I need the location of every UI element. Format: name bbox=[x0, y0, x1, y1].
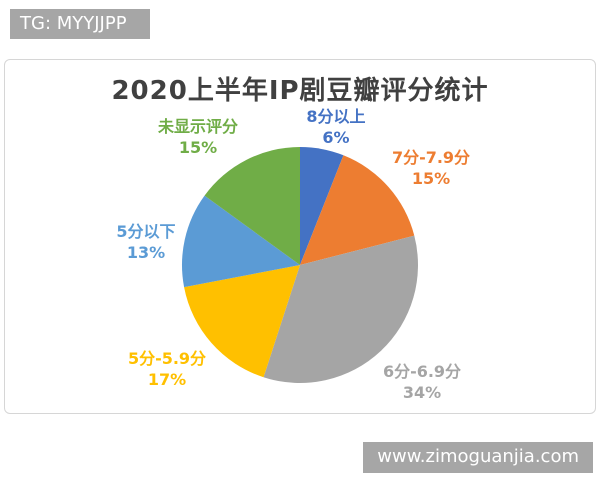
pie-label-above-8: 8分以上 6% bbox=[271, 106, 401, 148]
pie-label-pct: 15% bbox=[178, 138, 218, 157]
pie-slice-below-5 bbox=[182, 195, 300, 288]
pie-label-6-6-9: 6分-6.9分 34% bbox=[357, 361, 487, 403]
pie-label-pct: 34% bbox=[402, 383, 442, 402]
pie-slice-7-7-9 bbox=[300, 155, 415, 265]
watermark-bottom-text: www.zimoguanjia.com bbox=[377, 446, 579, 467]
chart-title: 2020上半年IP剧豆瓣评分统计 bbox=[111, 76, 489, 106]
pie-label-5-5-9: 5分-5.9分 17% bbox=[102, 348, 232, 390]
pie-label-pct: 17% bbox=[147, 370, 187, 389]
pie-label-text: 5分-5.9分 bbox=[127, 349, 207, 368]
watermark-top-badge: TG: MYYJJPP bbox=[10, 9, 150, 39]
pie-label-text: 7分-7.9分 bbox=[391, 148, 471, 167]
pie-label-pct: 6% bbox=[322, 128, 350, 147]
pie-slice-no-rating bbox=[204, 147, 300, 265]
pie-label-text: 未显示评分 bbox=[157, 117, 238, 136]
pie-label-text: 5分以下 bbox=[116, 222, 176, 241]
pie-label-text: 8分以上 bbox=[306, 107, 366, 126]
pie-label-below-5: 5分以下 13% bbox=[81, 221, 211, 263]
pie-slice-5-5-9 bbox=[184, 265, 300, 378]
pie-label-pct: 13% bbox=[126, 243, 166, 262]
pie-slice-6-6-9 bbox=[263, 235, 418, 383]
pie-label-7-7-9: 7分-7.9分 15% bbox=[366, 147, 496, 189]
pie-label-no-rating: 未显示评分 15% bbox=[133, 116, 263, 158]
pie-label-text: 6分-6.9分 bbox=[382, 362, 462, 381]
pie-label-pct: 15% bbox=[411, 169, 451, 188]
pie-slice-above-8 bbox=[300, 147, 344, 265]
watermark-top-text: TG: MYYJJPP bbox=[20, 13, 127, 34]
watermark-bottom-badge: www.zimoguanjia.com bbox=[363, 442, 593, 473]
